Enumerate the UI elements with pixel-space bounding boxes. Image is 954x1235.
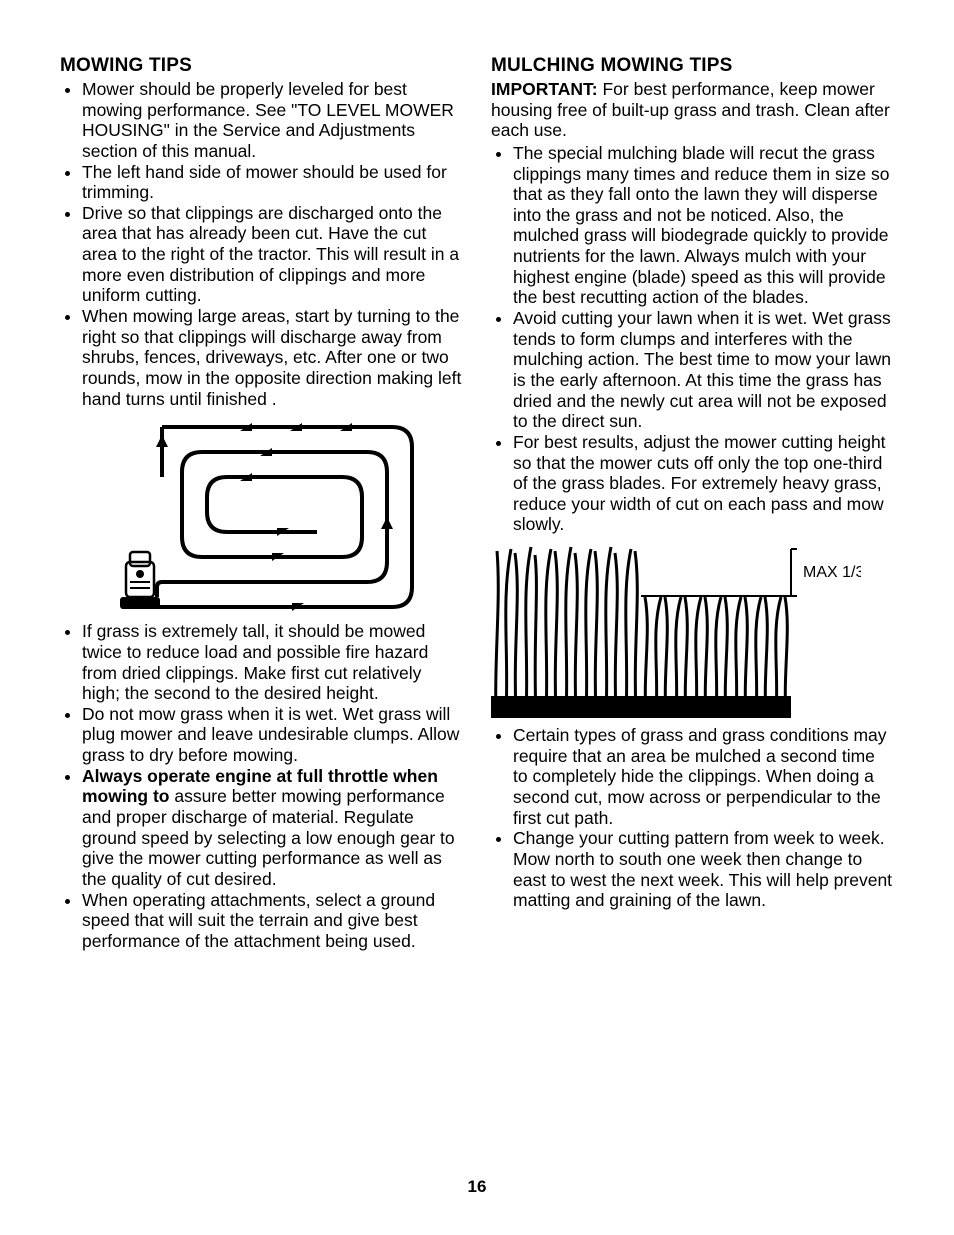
two-column-layout: MOWING TIPS Mower should be properly lev… (60, 55, 894, 952)
important-label: IMPORTANT: (491, 79, 598, 99)
left-column: MOWING TIPS Mower should be properly lev… (60, 55, 463, 952)
mulching-tips-list-after: Certain types of grass and grass conditi… (491, 725, 894, 911)
list-item: Drive so that clippings are discharged o… (82, 203, 463, 306)
mowing-tips-heading: MOWING TIPS (60, 55, 463, 77)
mulching-tips-heading: MULCHING MOWING TIPS (491, 55, 894, 77)
list-item: When operating attachments, select a gro… (82, 890, 463, 952)
list-item: If grass is extremely tall, it should be… (82, 621, 463, 704)
list-item: Certain types of grass and grass conditi… (513, 725, 894, 828)
list-item: The special mulching blade will recut th… (513, 143, 894, 308)
mowing-pattern-diagram (60, 417, 463, 617)
list-item: Avoid cutting your lawn when it is wet. … (513, 308, 894, 432)
list-item: Do not mow grass when it is wet. Wet gra… (82, 704, 463, 766)
list-item: Change your cutting pattern from week to… (513, 828, 894, 911)
list-item: Always operate engine at full throttle w… (82, 766, 463, 890)
list-item: The left hand side of mower should be us… (82, 162, 463, 203)
spiral-path-icon (102, 417, 422, 617)
manual-page: MOWING TIPS Mower should be properly lev… (0, 0, 954, 1235)
mulching-tips-list-before: The special mulching blade will recut th… (491, 143, 894, 535)
list-item: Mower should be properly leveled for bes… (82, 79, 463, 162)
important-note: IMPORTANT: For best performance, keep mo… (491, 79, 894, 141)
list-item: When mowing large areas, start by turnin… (82, 306, 463, 409)
grass-one-third-icon: MAX 1/3 (491, 541, 861, 721)
right-column: MULCHING MOWING TIPS IMPORTANT: For best… (491, 55, 894, 952)
mowing-tips-list-before: Mower should be properly leveled for bes… (60, 79, 463, 409)
mowing-tips-list-after: If grass is extremely tall, it should be… (60, 621, 463, 951)
max-one-third-label: MAX 1/3 (803, 564, 861, 581)
page-number: 16 (0, 1177, 954, 1197)
list-item: For best results, adjust the mower cutti… (513, 432, 894, 535)
grass-cut-diagram: MAX 1/3 (491, 541, 894, 721)
